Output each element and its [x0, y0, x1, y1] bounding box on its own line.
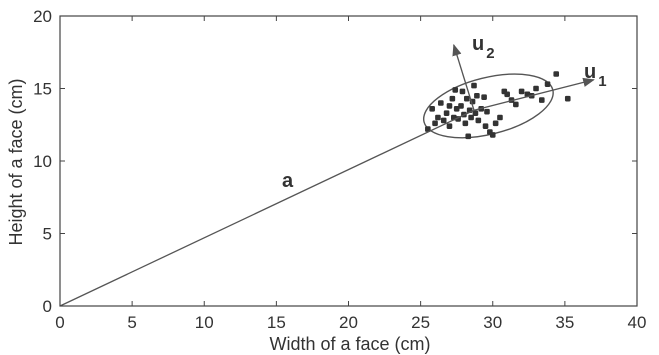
vector-u1-line: [473, 77, 595, 111]
data-point: [463, 95, 470, 102]
data-point: [429, 106, 435, 112]
x-tick-label: 40: [628, 313, 647, 332]
y-axis-label: Height of a face (cm): [6, 78, 26, 245]
x-tick-label: 15: [267, 313, 286, 332]
x-tick-label: 25: [411, 313, 430, 332]
data-point: [438, 100, 444, 106]
data-point: [489, 132, 496, 138]
data-point: [449, 95, 456, 102]
data-point: [471, 82, 477, 89]
data-point: [492, 120, 499, 127]
x-tick-label: 20: [339, 313, 358, 332]
data-point: [432, 120, 438, 127]
y-tick-label: 20: [33, 7, 52, 26]
confidence-ellipse: [422, 73, 554, 139]
data-point: [452, 87, 459, 93]
axes: 0 5 10 15 20 25 30 35 40 0 5 10 15 20: [33, 7, 646, 332]
y-tick-label: 0: [43, 297, 52, 316]
x-tick-label: 0: [55, 313, 64, 332]
data-point: [518, 88, 525, 95]
data-point: [425, 126, 431, 132]
data-point: [435, 114, 441, 121]
data-point: [513, 101, 519, 108]
vector-a-line: [59, 109, 475, 307]
data-point: [459, 88, 466, 95]
vector-u2-line: [452, 43, 475, 111]
vector-label-a: a: [282, 170, 294, 192]
vector-subscript-u2: 2: [486, 45, 494, 62]
data-point: [497, 114, 503, 121]
data-point: [468, 114, 474, 121]
x-tick-label: 30: [483, 313, 502, 332]
data-point: [544, 81, 551, 87]
data-point: [481, 94, 487, 100]
data-point: [443, 110, 450, 116]
data-point: [564, 95, 571, 102]
x-tick-label: 10: [195, 313, 214, 332]
y-tick-label: 5: [43, 225, 52, 244]
plot-area: a u 1 u 2: [59, 33, 607, 307]
data-point: [538, 97, 545, 103]
data-point: [446, 123, 453, 129]
data-point: [462, 120, 469, 127]
x-axis-label: Width of a face (cm): [269, 334, 430, 354]
data-point: [484, 108, 490, 115]
data-point: [553, 71, 560, 77]
data-point: [475, 117, 482, 124]
x-tick-label: 5: [127, 313, 136, 332]
y-tick-label: 15: [33, 80, 52, 99]
x-tick-label: 35: [555, 313, 574, 332]
data-point: [458, 103, 464, 109]
data-point: [533, 85, 539, 92]
y-tick-label: 10: [33, 152, 52, 171]
data-point: [440, 117, 447, 124]
data-point: [474, 92, 480, 99]
data-point: [453, 106, 460, 112]
data-point: [504, 91, 510, 98]
data-point: [465, 133, 472, 140]
plot-frame: [59, 15, 638, 307]
data-point: [446, 103, 453, 109]
vector-subscript-u1: 1: [598, 73, 606, 90]
data-point: [472, 110, 479, 116]
data-point: [482, 123, 489, 129]
